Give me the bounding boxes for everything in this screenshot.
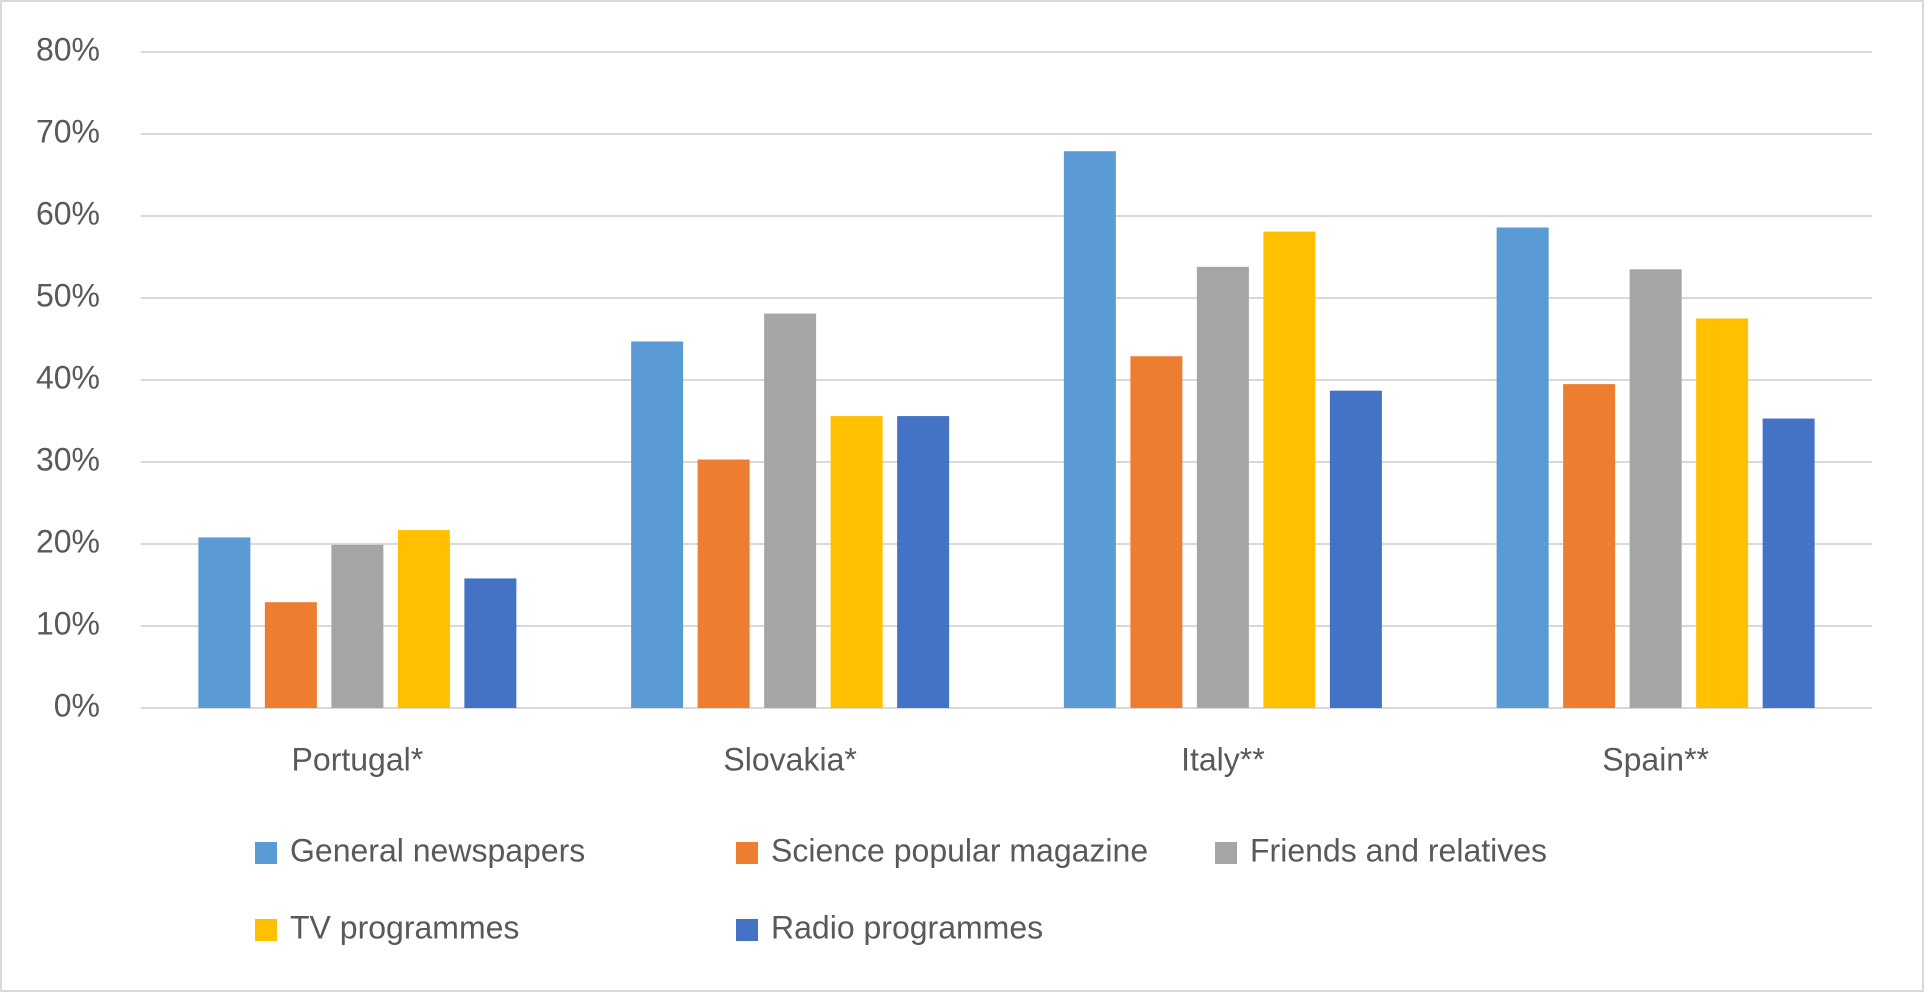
y-tick-label: 10% <box>36 605 100 641</box>
x-tick-label: Spain** <box>1602 741 1709 777</box>
y-tick-label: 0% <box>54 687 100 723</box>
bar <box>697 459 750 708</box>
legend-swatch <box>736 919 758 941</box>
legend-label: Friends and relatives <box>1250 832 1547 868</box>
bar <box>1329 390 1382 708</box>
bar <box>264 602 317 708</box>
y-tick-label: 20% <box>36 523 100 559</box>
bar <box>897 416 950 708</box>
legend-label: Science popular magazine <box>771 832 1148 868</box>
x-tick-label: Portugal* <box>292 741 424 777</box>
legend-swatch <box>1215 842 1237 864</box>
legend-label: General newspapers <box>290 832 585 868</box>
bar <box>464 578 517 708</box>
x-tick-label: Italy** <box>1181 741 1265 777</box>
bar <box>331 544 384 708</box>
bar <box>1196 266 1249 708</box>
bar <box>1263 231 1316 708</box>
legend-swatch <box>736 842 758 864</box>
legend-label: Radio programmes <box>771 909 1043 945</box>
y-tick-label: 40% <box>36 359 100 395</box>
bar <box>1762 418 1815 708</box>
bar <box>397 530 450 708</box>
y-tick-label: 60% <box>36 195 100 231</box>
bar <box>1496 227 1549 709</box>
bar <box>1130 356 1183 708</box>
bar <box>1696 318 1749 708</box>
bar <box>198 537 251 708</box>
bar <box>830 416 883 708</box>
legend-swatch <box>255 919 277 941</box>
y-tick-label: 30% <box>36 441 100 477</box>
legend-swatch <box>255 842 277 864</box>
y-tick-label: 80% <box>36 31 100 67</box>
y-tick-label: 70% <box>36 113 100 149</box>
bar <box>1629 269 1682 708</box>
x-tick-label: Slovakia* <box>723 741 856 777</box>
legend-label: TV programmes <box>290 909 519 945</box>
bar <box>1563 384 1616 708</box>
y-tick-label: 50% <box>36 277 100 313</box>
bar <box>1063 151 1116 709</box>
bar <box>631 341 684 708</box>
bar <box>764 313 817 708</box>
